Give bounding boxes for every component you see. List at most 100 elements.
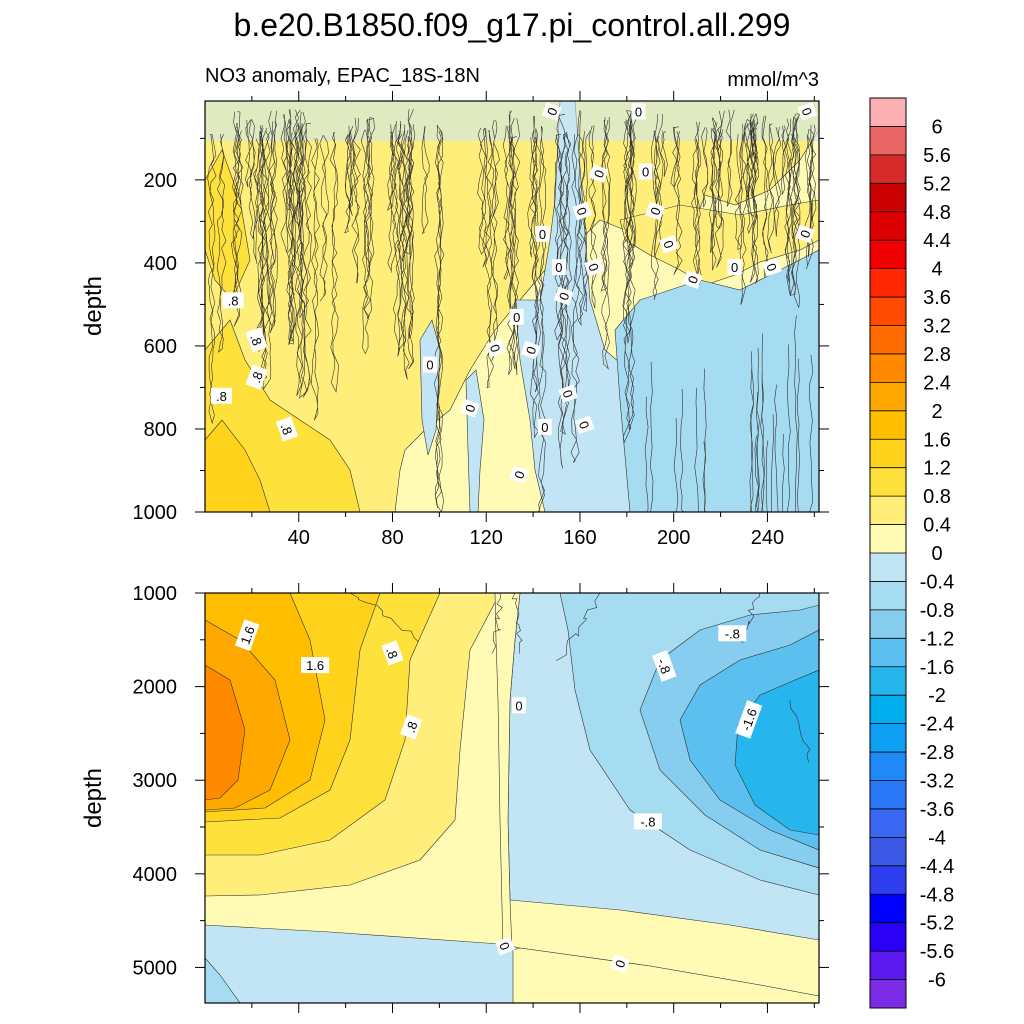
- contour-line: [751, 122, 759, 284]
- contour-line: [709, 128, 717, 253]
- contour-line: [767, 123, 775, 254]
- contour-label: 0: [558, 384, 579, 404]
- contour-line: [654, 113, 664, 257]
- y-tick-label: 200: [144, 170, 177, 192]
- contour-line: [556, 593, 601, 661]
- bottom-region-15: [512, 947, 819, 1003]
- colorbar-label: 4.4: [923, 230, 951, 252]
- contour-label: 0: [584, 257, 604, 277]
- contour-line: [559, 133, 569, 435]
- contour-line: [477, 127, 487, 255]
- contour-label-bg: [210, 387, 232, 404]
- contour-label: 0: [541, 102, 562, 121]
- contour-line: [781, 125, 786, 195]
- contour-label-bg: [275, 416, 299, 442]
- contour-label-bg: [537, 418, 552, 435]
- contour-label-text: 0: [496, 940, 513, 952]
- contour-label-text: 0: [559, 388, 576, 400]
- y-tick-label: 1000: [133, 502, 178, 524]
- contour-line: [791, 117, 801, 308]
- colorbar-swatch: [870, 353, 906, 383]
- contour-label-bg: [645, 201, 665, 221]
- contour-label: .8: [245, 364, 268, 390]
- contour-label: 0: [727, 259, 742, 276]
- contour-label: .8: [222, 292, 244, 309]
- contour-line: [622, 110, 633, 444]
- contour-label-text: -.8: [654, 656, 673, 675]
- contour-line: [297, 111, 306, 319]
- contour-line: [739, 123, 748, 305]
- colorbar-swatch: [870, 581, 906, 611]
- contour-label-text: 0: [544, 106, 561, 118]
- contour-line: [288, 132, 298, 345]
- contour-line: [570, 134, 581, 463]
- contour-label-bg: [234, 619, 260, 651]
- contour-line: [715, 110, 725, 153]
- y-tick-label: 400: [144, 253, 177, 275]
- contour-line: [527, 137, 537, 258]
- colorbar-label: -2: [928, 685, 946, 707]
- contour-label-text: 0: [642, 165, 649, 180]
- contour-label-bg: [659, 234, 679, 254]
- contour-label-bg: [535, 225, 550, 242]
- contour-line: [268, 121, 278, 328]
- colorbar-swatch: [870, 240, 906, 270]
- contour-line: [285, 118, 296, 346]
- contour-label-bg: [520, 340, 541, 360]
- contour-line: [387, 131, 397, 273]
- contour-label-bg: [584, 257, 604, 277]
- contour-line: [502, 125, 512, 280]
- contour-label-bg: [638, 163, 653, 180]
- contour-label-bg: [551, 259, 566, 276]
- contour-label: 0: [423, 356, 437, 373]
- contour-label: -.8: [718, 625, 747, 642]
- contour-line: [709, 117, 717, 271]
- bottom-panel: 1000 2000 3000 4000 5000 1.6 1.6 .8 .8 0 0 0 -.8 -.8…: [80, 583, 829, 1013]
- contour-line: [360, 129, 371, 355]
- contour-line: [644, 396, 649, 512]
- contour-label-bg: [735, 700, 763, 739]
- top-panel: NO3 anomaly, EPAC_18S-18N mmol/m^3 40 80 1…: [80, 65, 829, 549]
- x-tick-label: 240: [751, 527, 784, 549]
- contour-line: [701, 127, 709, 208]
- colorbar-label: -0.8: [920, 600, 954, 622]
- colorbar-label: -0.4: [920, 571, 954, 593]
- contour-label-text: 0: [487, 342, 504, 354]
- colorbar-label: 5.2: [923, 173, 951, 195]
- top-plot-frame: [204, 100, 820, 513]
- contour-label-text: 0: [647, 205, 664, 217]
- contour-line: [491, 119, 500, 362]
- colorbar-label: 0.4: [923, 515, 951, 537]
- contour-label-text: 0: [635, 104, 642, 119]
- y-tick-label: 2000: [133, 677, 178, 699]
- colorbar-swatch: [870, 979, 906, 1009]
- contour-label-bg: [245, 327, 268, 353]
- contour-line: [253, 138, 262, 265]
- contour-label-text: 0: [763, 261, 780, 273]
- contour-label: 0: [485, 338, 506, 358]
- top-panel-title: NO3 anomaly, EPAC_18S-18N: [205, 65, 480, 87]
- colorbar-label: 3.2: [923, 316, 951, 338]
- colorbar-label: 2.4: [923, 372, 951, 394]
- colorbar-label: 1.2: [923, 458, 951, 480]
- colorbar-swatch: [870, 467, 906, 497]
- contour-label-text: 0: [513, 310, 520, 325]
- contour-label: -.8: [633, 813, 662, 830]
- colorbar-label: -1.6: [920, 657, 954, 679]
- colorbar-label: -1.2: [920, 628, 954, 650]
- colorbar-label: -2.8: [920, 742, 954, 764]
- colorbar-swatch: [870, 922, 906, 952]
- top-negative-region-deeper: [614, 249, 819, 512]
- colorbar-label: 2: [931, 401, 942, 423]
- contour-line: [404, 136, 415, 255]
- contour-line: [344, 133, 353, 234]
- colorbar-label: -4: [928, 827, 946, 849]
- contour-label-text: .8: [278, 422, 296, 437]
- contour-label-text: .8: [228, 293, 239, 308]
- colorbar-swatch: [870, 268, 906, 298]
- contour-line: [761, 115, 769, 278]
- contour-line: [363, 118, 373, 320]
- colorbar-swatch: [870, 496, 906, 526]
- contour-label-text: 0: [511, 469, 528, 481]
